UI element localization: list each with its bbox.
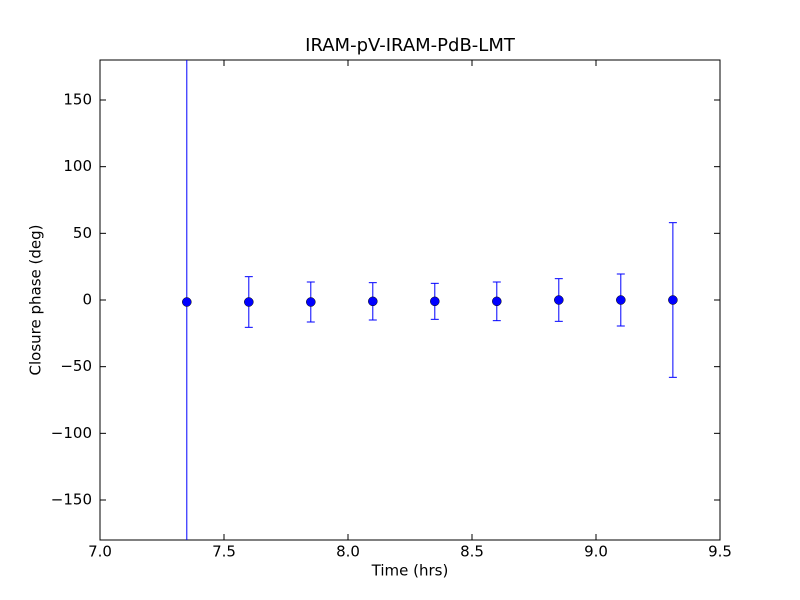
x-axis-label: Time (hrs) — [371, 562, 449, 580]
x-tick-label: 7.5 — [212, 543, 236, 561]
y-tick-label: −100 — [51, 424, 92, 442]
y-tick-label: 100 — [63, 157, 92, 175]
plot-area — [182, 60, 678, 540]
y-tick-label: −150 — [51, 491, 92, 509]
data-point — [492, 296, 502, 307]
data-point — [368, 296, 378, 307]
x-tick-label: 9.5 — [708, 543, 732, 561]
data-point — [306, 297, 316, 307]
chart-title: IRAM-pV-IRAM-PdB-LMT — [305, 35, 516, 56]
x-tick-label: 8.5 — [460, 543, 484, 561]
data-point — [182, 297, 192, 307]
y-tick-label: 50 — [73, 224, 92, 242]
data-point — [616, 295, 626, 305]
y-tick-label: 0 — [82, 291, 92, 309]
x-tick-label: 7.0 — [88, 543, 112, 561]
y-tick-label: 150 — [63, 91, 92, 109]
x-tick-label: 8.0 — [336, 543, 360, 561]
data-point — [554, 295, 564, 305]
data-point — [430, 296, 440, 307]
y-axis-label: Closure phase (deg) — [27, 225, 45, 376]
data-point — [668, 295, 678, 305]
y-tick-label: −50 — [60, 357, 92, 375]
x-tick-label: 9.0 — [584, 543, 608, 561]
data-point — [244, 297, 254, 307]
